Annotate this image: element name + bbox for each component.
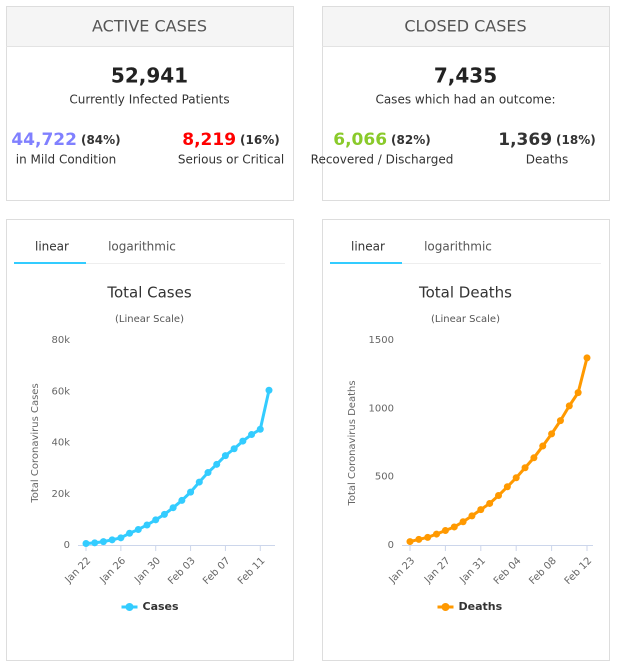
y-tick-label: 0	[388, 540, 394, 551]
point	[108, 536, 116, 544]
point	[82, 540, 90, 548]
point	[495, 492, 502, 500]
point	[91, 539, 99, 547]
point	[195, 478, 203, 486]
tab[interactable]: logarithmic	[108, 240, 176, 254]
point	[248, 431, 256, 439]
chart-subtitle: (Linear Scale)	[431, 314, 500, 325]
point	[512, 474, 520, 482]
y-tick-label: 0	[64, 540, 70, 551]
point	[468, 512, 476, 520]
y-tick-label: 40k	[51, 438, 70, 449]
legend-marker	[441, 603, 450, 611]
point	[565, 402, 573, 410]
y-tick-label: 60k	[51, 386, 70, 397]
legend-marker	[125, 603, 134, 611]
point	[213, 460, 221, 468]
point	[221, 452, 229, 460]
stat-label: in Mild Condition	[16, 153, 116, 167]
point	[583, 354, 591, 362]
card-header	[323, 7, 609, 46]
point	[477, 506, 485, 514]
point	[126, 529, 134, 537]
point	[117, 534, 125, 542]
point	[406, 538, 414, 546]
point	[530, 454, 538, 462]
stat-value: 1,369	[498, 130, 552, 150]
stat-pct: (82%)	[391, 133, 431, 147]
series-line	[85, 389, 271, 546]
point	[441, 527, 449, 535]
point	[143, 521, 151, 529]
point	[265, 386, 273, 394]
card-title: CLOSED CASES	[404, 17, 526, 36]
stat: 1,369 (18%)	[498, 130, 595, 150]
point	[230, 445, 238, 453]
point	[459, 518, 467, 526]
y-tick-label: 20k	[51, 489, 70, 500]
point	[521, 464, 529, 472]
point	[556, 417, 564, 425]
point	[187, 488, 195, 496]
stat-label: Serious or Critical	[178, 153, 284, 167]
stat-value: 44,722	[11, 130, 77, 150]
stat-pct: (18%)	[556, 133, 596, 147]
tab[interactable]: logarithmic	[424, 240, 492, 254]
stat: 8,219 (16%)	[182, 130, 279, 150]
point	[169, 504, 177, 512]
chart-subtitle: (Linear Scale)	[115, 314, 184, 325]
tab[interactable]: linear	[35, 240, 69, 254]
point	[256, 425, 264, 433]
y-axis-label: Total Coronavirus Deaths	[347, 380, 358, 506]
point	[574, 389, 582, 397]
tab[interactable]: linear	[351, 240, 385, 254]
point	[178, 496, 186, 504]
stat-pct: (84%)	[81, 133, 121, 147]
stat-pct: (16%)	[240, 133, 280, 147]
point	[433, 530, 441, 538]
point	[539, 442, 547, 450]
y-tick-label: 500	[375, 472, 394, 483]
point	[239, 437, 247, 445]
stat-label: Recovered / Discharged	[311, 153, 454, 167]
y-tick-label: 1500	[369, 335, 394, 346]
chart-title: Total Cases	[106, 284, 192, 302]
legend-label[interactable]: Deaths	[459, 600, 503, 613]
point	[204, 469, 212, 477]
point	[450, 523, 458, 531]
point	[415, 535, 423, 543]
point	[160, 510, 168, 518]
point	[503, 483, 511, 491]
legend-label[interactable]: Cases	[143, 600, 180, 613]
point	[548, 430, 556, 438]
total-label: Currently Infected Patients	[69, 93, 229, 107]
point	[99, 538, 107, 546]
y-tick-label: 80k	[51, 335, 70, 346]
stat-label: Deaths	[526, 153, 569, 167]
total: 52,941	[111, 64, 188, 88]
stat-value: 6,066	[333, 130, 387, 150]
stat: 6,066 (82%)	[333, 130, 430, 150]
y-axis-label: Total Coronavirus Cases	[30, 383, 41, 503]
card-header	[7, 7, 293, 46]
stat: 44,722 (84%)	[11, 130, 120, 150]
total: 7,435	[434, 64, 497, 88]
y-tick-label: 1000	[369, 403, 394, 414]
point	[134, 525, 142, 533]
chart-card	[322, 219, 610, 661]
point	[152, 516, 160, 524]
point	[486, 499, 494, 507]
point	[424, 533, 432, 541]
stat-value: 8,219	[182, 130, 236, 150]
card-title: ACTIVE CASES	[92, 17, 207, 36]
chart-title: Total Deaths	[418, 284, 512, 302]
total-label: Cases which had an outcome:	[375, 93, 555, 107]
